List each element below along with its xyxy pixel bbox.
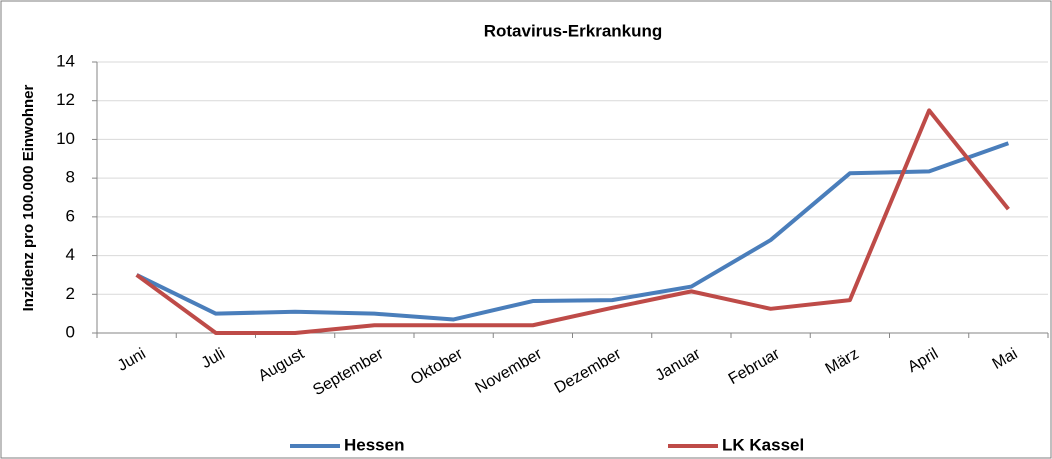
y-tick-label: 12: [56, 90, 75, 109]
y-tick-label: 14: [56, 51, 75, 70]
y-tick-label: 4: [66, 245, 75, 264]
y-tick-label: 2: [66, 284, 75, 303]
y-tick-label: 6: [66, 206, 75, 225]
legend-label: LK Kassel: [722, 435, 804, 454]
y-tick-label: 8: [66, 168, 75, 187]
y-tick-label: 10: [56, 129, 75, 148]
legend-label: Hessen: [344, 435, 404, 454]
y-tick-label: 0: [66, 322, 75, 341]
chart-title: Rotavirus-Erkrankung: [484, 21, 663, 40]
y-axis-label: Inzidenz pro 100.000 Einwohner: [20, 84, 37, 311]
series-line: [135, 108, 1010, 335]
series-line: [135, 141, 1010, 322]
